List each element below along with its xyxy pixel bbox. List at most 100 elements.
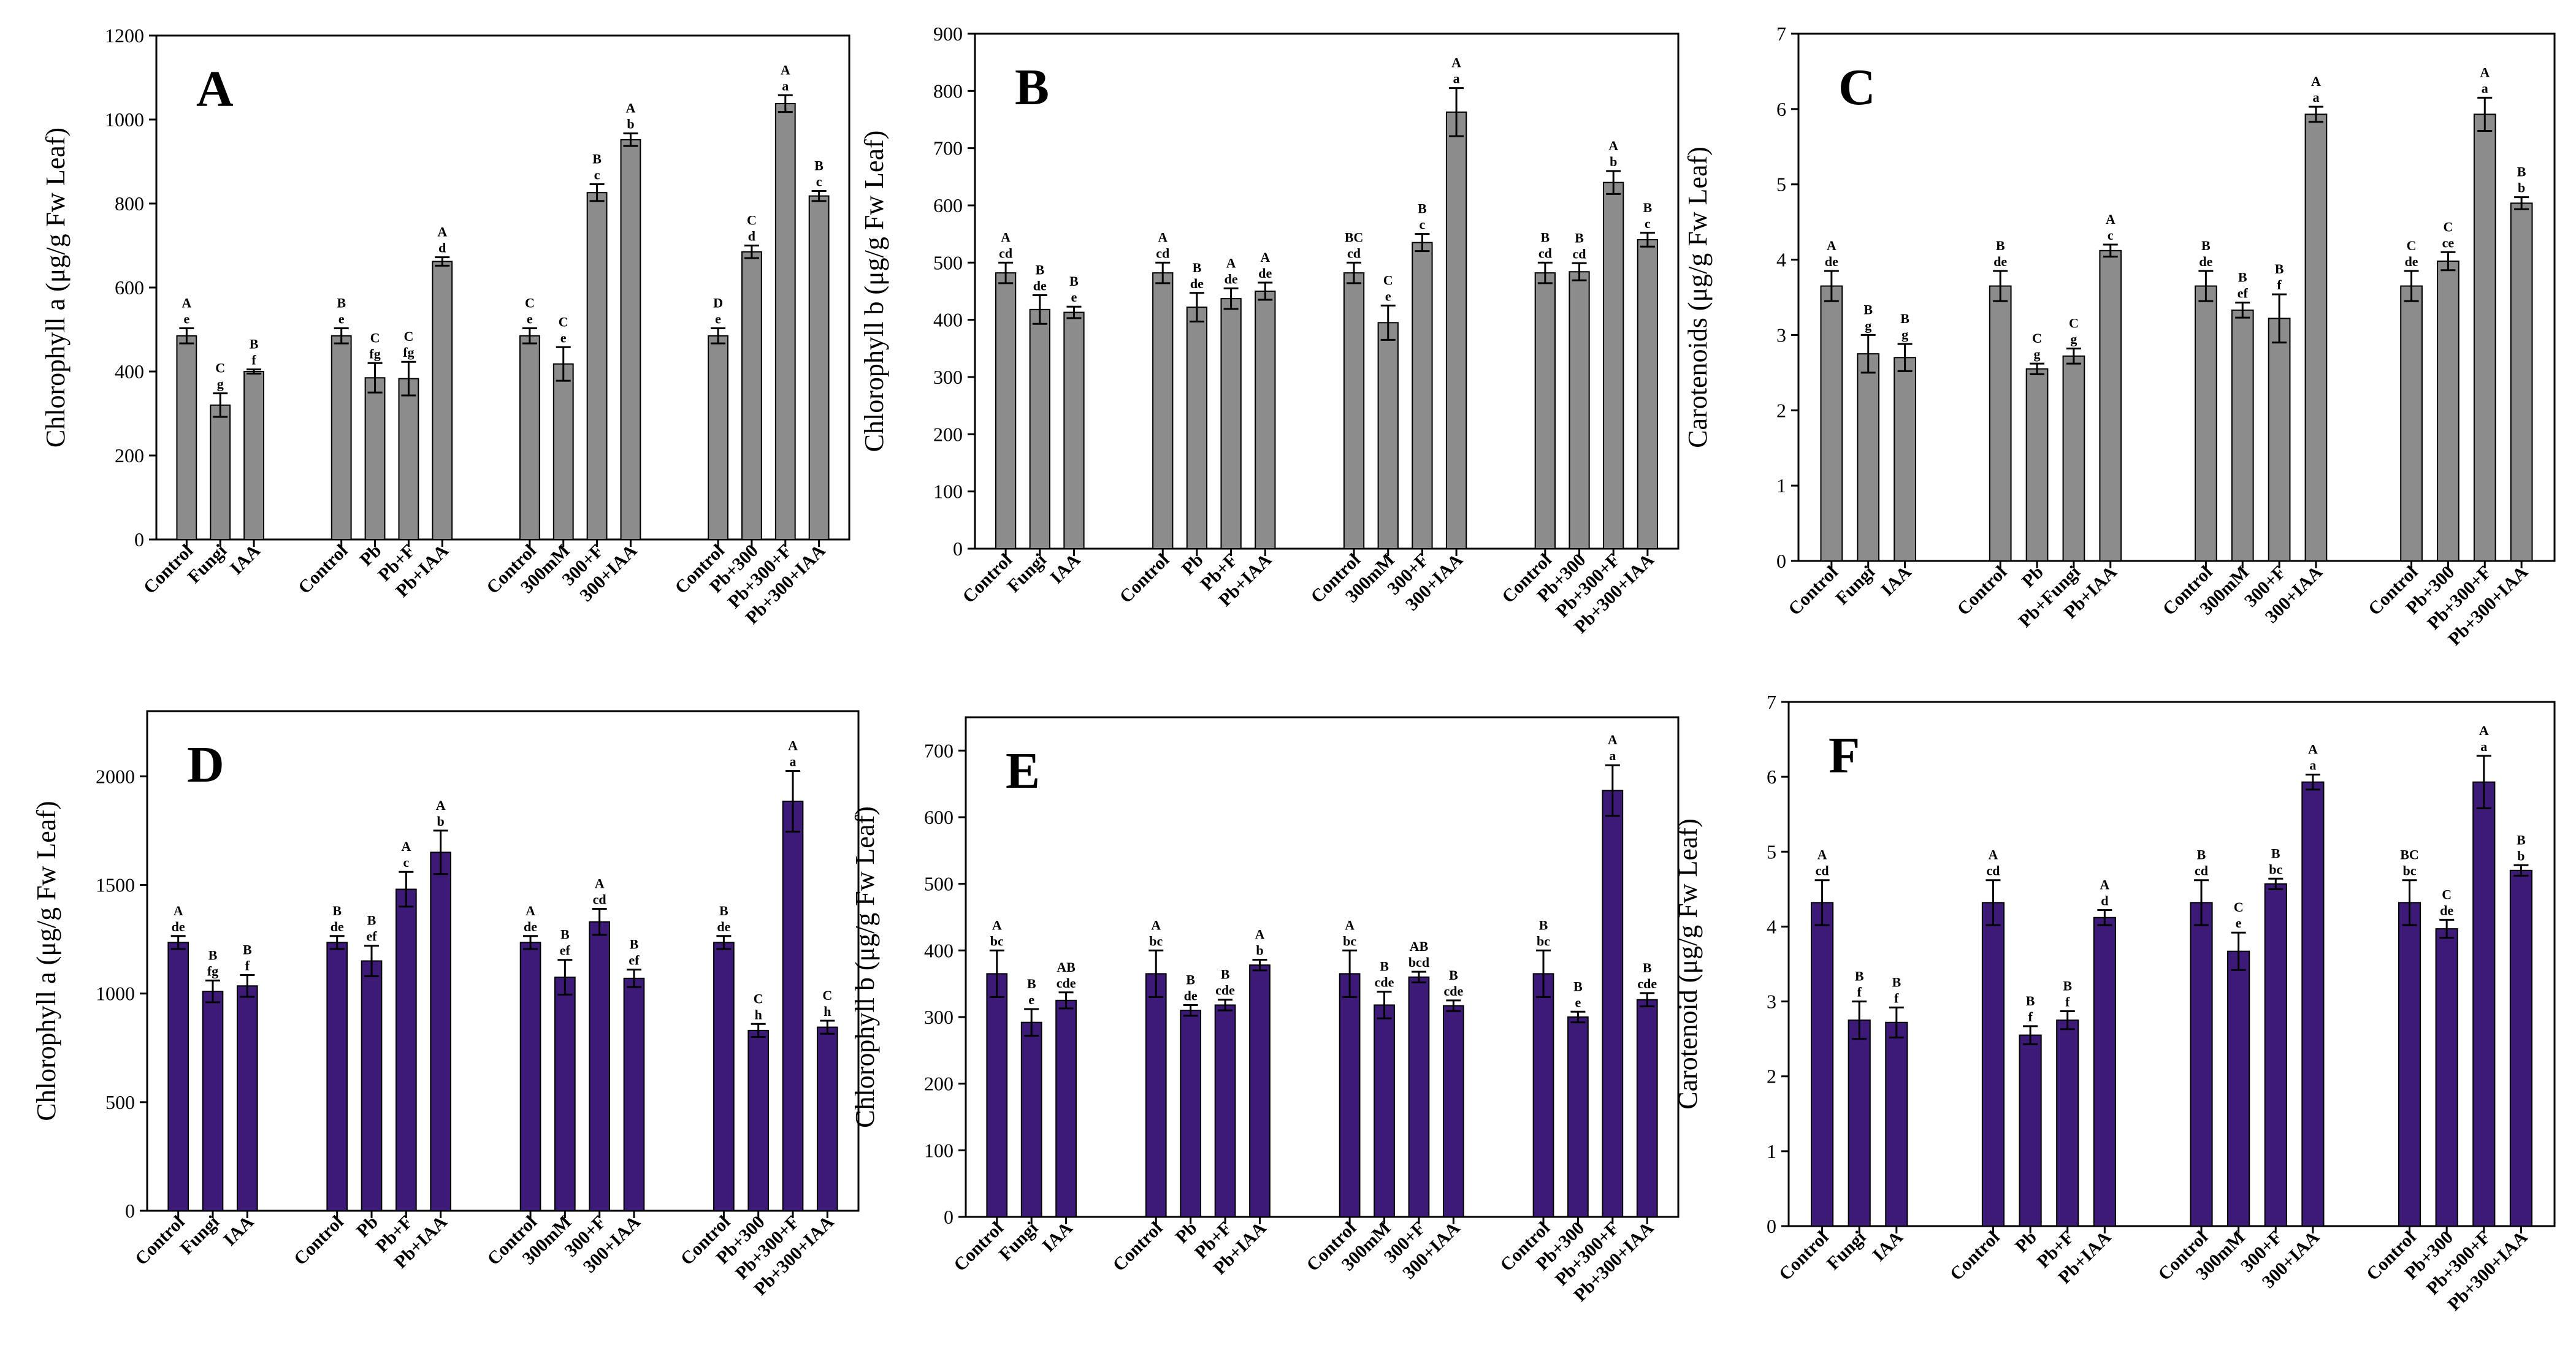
y-tick-label: 300 <box>924 1006 954 1028</box>
y-tick-label: 700 <box>933 137 963 159</box>
significance-letter-lower: bc <box>1537 933 1550 948</box>
significance-letter-upper: A <box>992 917 1002 932</box>
significance-letter-lower: f <box>2277 277 2282 292</box>
significance-letter-upper: B <box>1573 978 1583 994</box>
bar <box>2268 318 2291 562</box>
bar <box>2231 309 2254 562</box>
significance-letter-upper: B <box>1186 972 1195 987</box>
bar <box>2473 113 2496 562</box>
significance-letter-lower: de <box>1184 988 1198 1003</box>
bar <box>1145 973 1167 1218</box>
significance-letter-upper: A <box>182 295 191 310</box>
bar <box>623 977 645 1211</box>
significance-letter-lower: c <box>816 173 822 189</box>
y-tick-label: 0 <box>125 1200 135 1222</box>
x-tick-label: Control <box>1946 1227 2004 1285</box>
bar <box>986 973 1008 1218</box>
bar <box>2509 869 2533 1227</box>
chart-panel-b: 0 100 200 300 400 500 600 700 800 900 Chlorophyll … <box>859 23 1680 638</box>
panel-letter: A <box>196 61 234 118</box>
significance-letter-upper: B <box>1193 260 1202 275</box>
significance-letter-lower: de <box>524 919 537 934</box>
significance-letter-lower: e <box>1071 289 1077 305</box>
significance-letter-upper: A <box>2311 74 2321 89</box>
significance-letter-upper: C <box>822 988 832 1003</box>
significance-letter-lower: a <box>2312 90 2319 105</box>
y-tick-label: 100 <box>933 481 963 503</box>
significance-letter-lower: a <box>790 753 797 769</box>
x-tick-label: Pb <box>2018 562 2047 592</box>
bar <box>1532 973 1554 1218</box>
significance-letter-upper: A <box>1827 238 1836 253</box>
significance-letter-lower: cde <box>1215 983 1235 998</box>
x-tick-label: Control <box>1775 1227 1833 1285</box>
significance-letter-upper: A <box>437 224 447 240</box>
bar <box>2019 1034 2042 1227</box>
significance-letter-lower: g <box>217 376 224 392</box>
significance-letter-lower: cd <box>593 891 606 907</box>
significance-letter-lower: cd <box>999 245 1012 261</box>
plot-frame <box>1797 32 2556 562</box>
significance-letter-upper: B <box>1575 230 1584 245</box>
significance-letter-lower: e <box>183 311 189 326</box>
bar <box>708 335 728 541</box>
significance-letter-upper: B <box>1855 969 1864 984</box>
y-axis-label: Chlorophyll b (μg/g Fw Leaf) <box>859 131 889 452</box>
significance-letter-upper: B <box>2201 238 2211 253</box>
x-tick-label: Fungi <box>1003 550 1050 596</box>
x-tick-label: Control <box>1109 1218 1167 1276</box>
bar <box>1981 902 2005 1227</box>
significance-letter-upper: C <box>2069 316 2079 331</box>
significance-letter-lower: c <box>594 167 600 182</box>
y-tick-label: 1200 <box>105 25 144 47</box>
bar <box>782 801 804 1211</box>
x-tick-label: Control <box>1116 550 1174 608</box>
y-tick-label: 1500 <box>96 874 135 896</box>
significance-letter-upper: B <box>1221 967 1230 982</box>
bar <box>2025 368 2049 562</box>
bar <box>167 942 189 1212</box>
panel-letter: F <box>1829 727 1860 784</box>
significance-letter-lower: c <box>1645 216 1651 231</box>
significance-letter-lower: de <box>1993 254 2007 269</box>
significance-letter-lower: e <box>1028 992 1034 1007</box>
plot-frame <box>146 710 860 1212</box>
significance-letter-upper: B <box>1892 974 1901 989</box>
y-tick-label: 7 <box>1767 691 1776 713</box>
significance-letter-lower: a <box>2309 757 2316 772</box>
significance-letter-lower: de <box>2405 254 2418 269</box>
bar <box>2304 113 2328 562</box>
bar <box>1442 1005 1464 1218</box>
significance-letter-lower: de <box>717 919 730 934</box>
significance-letter-lower: e <box>1575 994 1581 1010</box>
bar <box>1603 181 1624 549</box>
bar <box>1186 307 1208 549</box>
significance-letter-upper: A <box>174 903 183 918</box>
y-tick-label: 600 <box>115 276 144 299</box>
y-tick-label: 2000 <box>96 765 135 787</box>
significance-letter-lower: ce <box>2442 235 2455 250</box>
significance-letter-upper: B <box>2238 270 2247 285</box>
y-tick-label: 900 <box>933 23 963 45</box>
significance-letter-lower: b <box>2517 848 2524 863</box>
x-tick-label: IAA <box>1869 1227 1907 1265</box>
bar <box>326 942 348 1212</box>
significance-letter-lower: de <box>1190 276 1204 291</box>
bar <box>1636 999 1658 1218</box>
significance-letter-upper: A <box>1260 250 1270 265</box>
bar <box>432 261 453 540</box>
significance-letter-upper: C <box>1383 272 1393 288</box>
x-tick-label: Fungi <box>177 1212 223 1259</box>
y-tick-label: 3 <box>1776 324 1786 346</box>
significance-letter-lower: b <box>1256 943 1263 958</box>
y-tick-label: 500 <box>924 873 954 895</box>
bar <box>519 335 540 541</box>
significance-letter-lower: b <box>437 814 445 829</box>
significance-letter-upper: C <box>559 314 568 329</box>
significance-letter-lower: cd <box>1816 863 1829 878</box>
x-tick-label: Control <box>294 541 352 598</box>
x-tick-label: Control <box>1784 562 1842 620</box>
bar <box>2056 1019 2079 1227</box>
bar <box>243 371 264 540</box>
